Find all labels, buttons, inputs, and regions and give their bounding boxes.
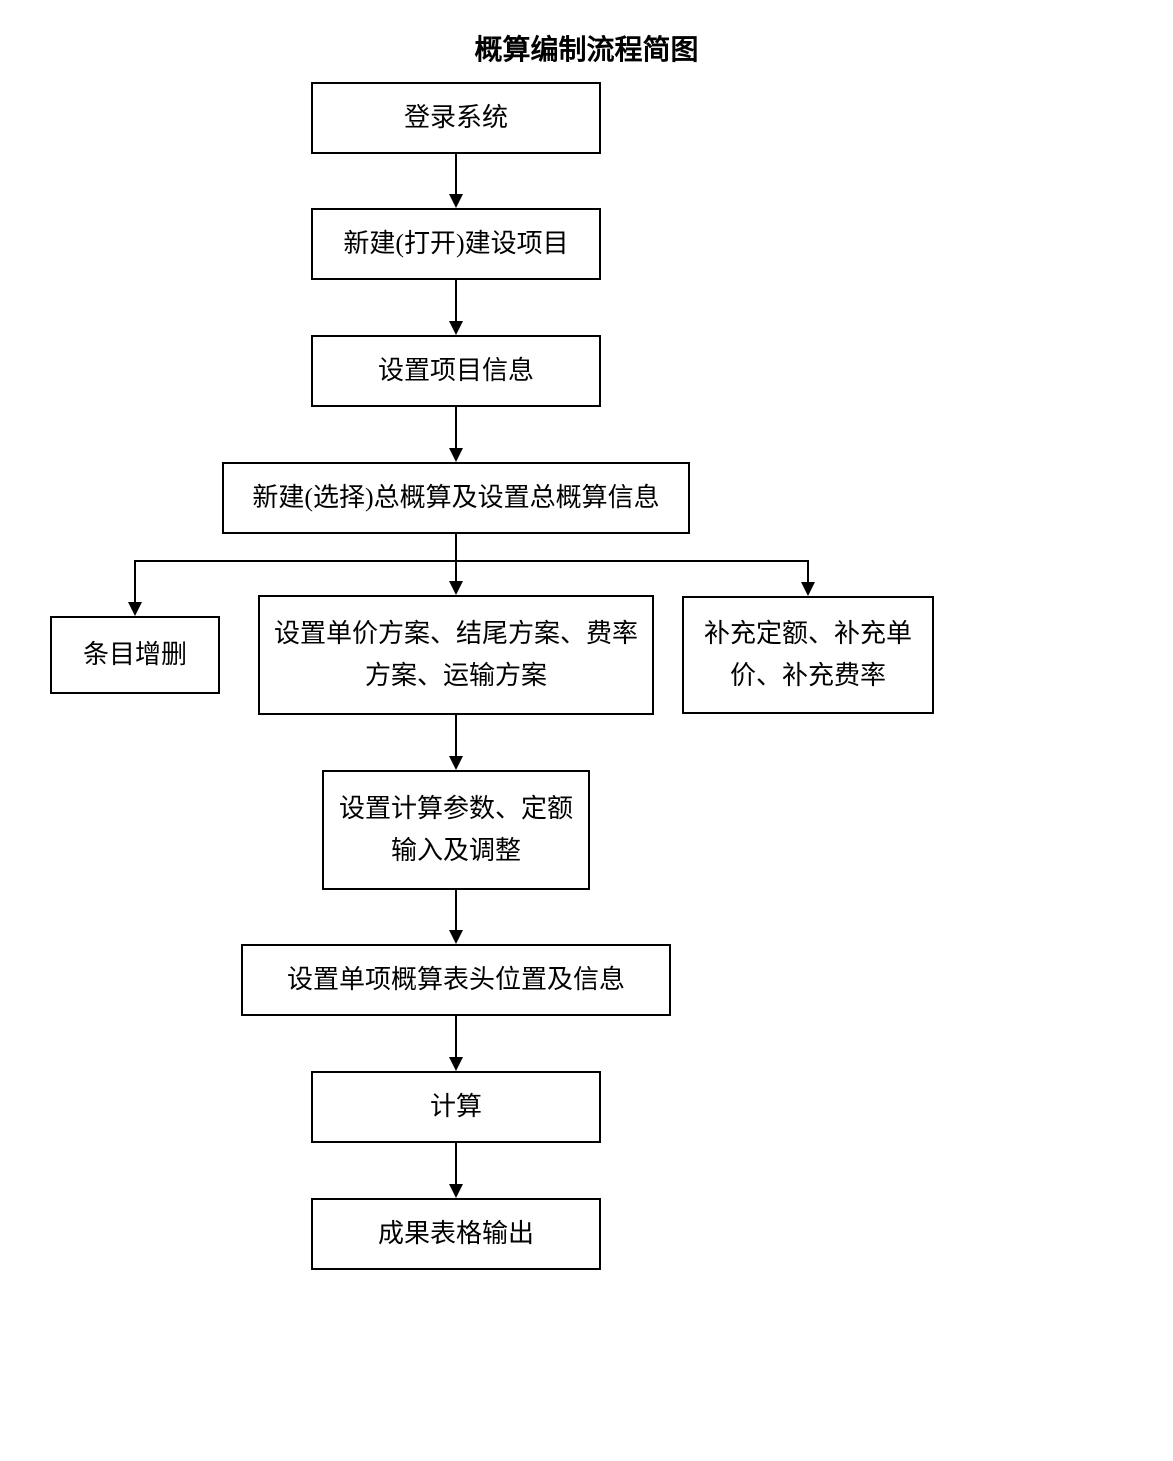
flowchart-node-n4: 新建(选择)总概算及设置总概算信息 bbox=[222, 462, 690, 534]
flowchart-node-n1: 登录系统 bbox=[311, 82, 601, 154]
edge-line-n8-n9 bbox=[455, 890, 457, 932]
flowchart-node-n11: 成果表格输出 bbox=[311, 1198, 601, 1270]
edge-line-n4-n5 bbox=[134, 560, 136, 604]
edge-line-n9-n10 bbox=[455, 1016, 457, 1059]
diagram-title: 概算编制流程简图 bbox=[0, 28, 1173, 68]
edge-hline-n4-n7 bbox=[456, 560, 808, 562]
edge-line-n6-n8 bbox=[455, 715, 457, 758]
edge-arrowhead-n9-n10 bbox=[449, 1057, 463, 1071]
flowchart-node-n9: 设置单项概算表头位置及信息 bbox=[241, 944, 671, 1016]
edge-arrowhead-n4-n5 bbox=[128, 602, 142, 616]
edge-arrowhead-n10-n11 bbox=[449, 1184, 463, 1198]
edge-arrowhead-n8-n9 bbox=[449, 930, 463, 944]
edge-arrowhead-n3-n4 bbox=[449, 448, 463, 462]
edge-line-n10-n11 bbox=[455, 1143, 457, 1186]
flowchart-node-n5: 条目增删 bbox=[50, 616, 220, 694]
flowchart-node-n7: 补充定额、补充单价、补充费率 bbox=[682, 596, 934, 714]
edge-line-n4-n7 bbox=[807, 560, 809, 584]
edge-arrowhead-n1-n2 bbox=[449, 194, 463, 208]
edge-line-n1-n2 bbox=[455, 154, 457, 196]
edge-arrowhead-n6-n8 bbox=[449, 756, 463, 770]
flowchart-node-n10: 计算 bbox=[311, 1071, 601, 1143]
flowchart-node-n6: 设置单价方案、结尾方案、费率方案、运输方案 bbox=[258, 595, 654, 715]
edge-line-n4-n6 bbox=[455, 534, 457, 583]
flowchart-node-n8: 设置计算参数、定额输入及调整 bbox=[322, 770, 590, 890]
flowchart-node-n3: 设置项目信息 bbox=[311, 335, 601, 407]
edge-arrowhead-n4-n6 bbox=[449, 581, 463, 595]
edge-arrowhead-n4-n7 bbox=[801, 582, 815, 596]
edge-line-n2-n3 bbox=[455, 280, 457, 323]
flowchart-node-n2: 新建(打开)建设项目 bbox=[311, 208, 601, 280]
edge-hline-n4-n5 bbox=[135, 560, 456, 562]
edge-line-n3-n4 bbox=[455, 407, 457, 450]
edge-arrowhead-n2-n3 bbox=[449, 321, 463, 335]
